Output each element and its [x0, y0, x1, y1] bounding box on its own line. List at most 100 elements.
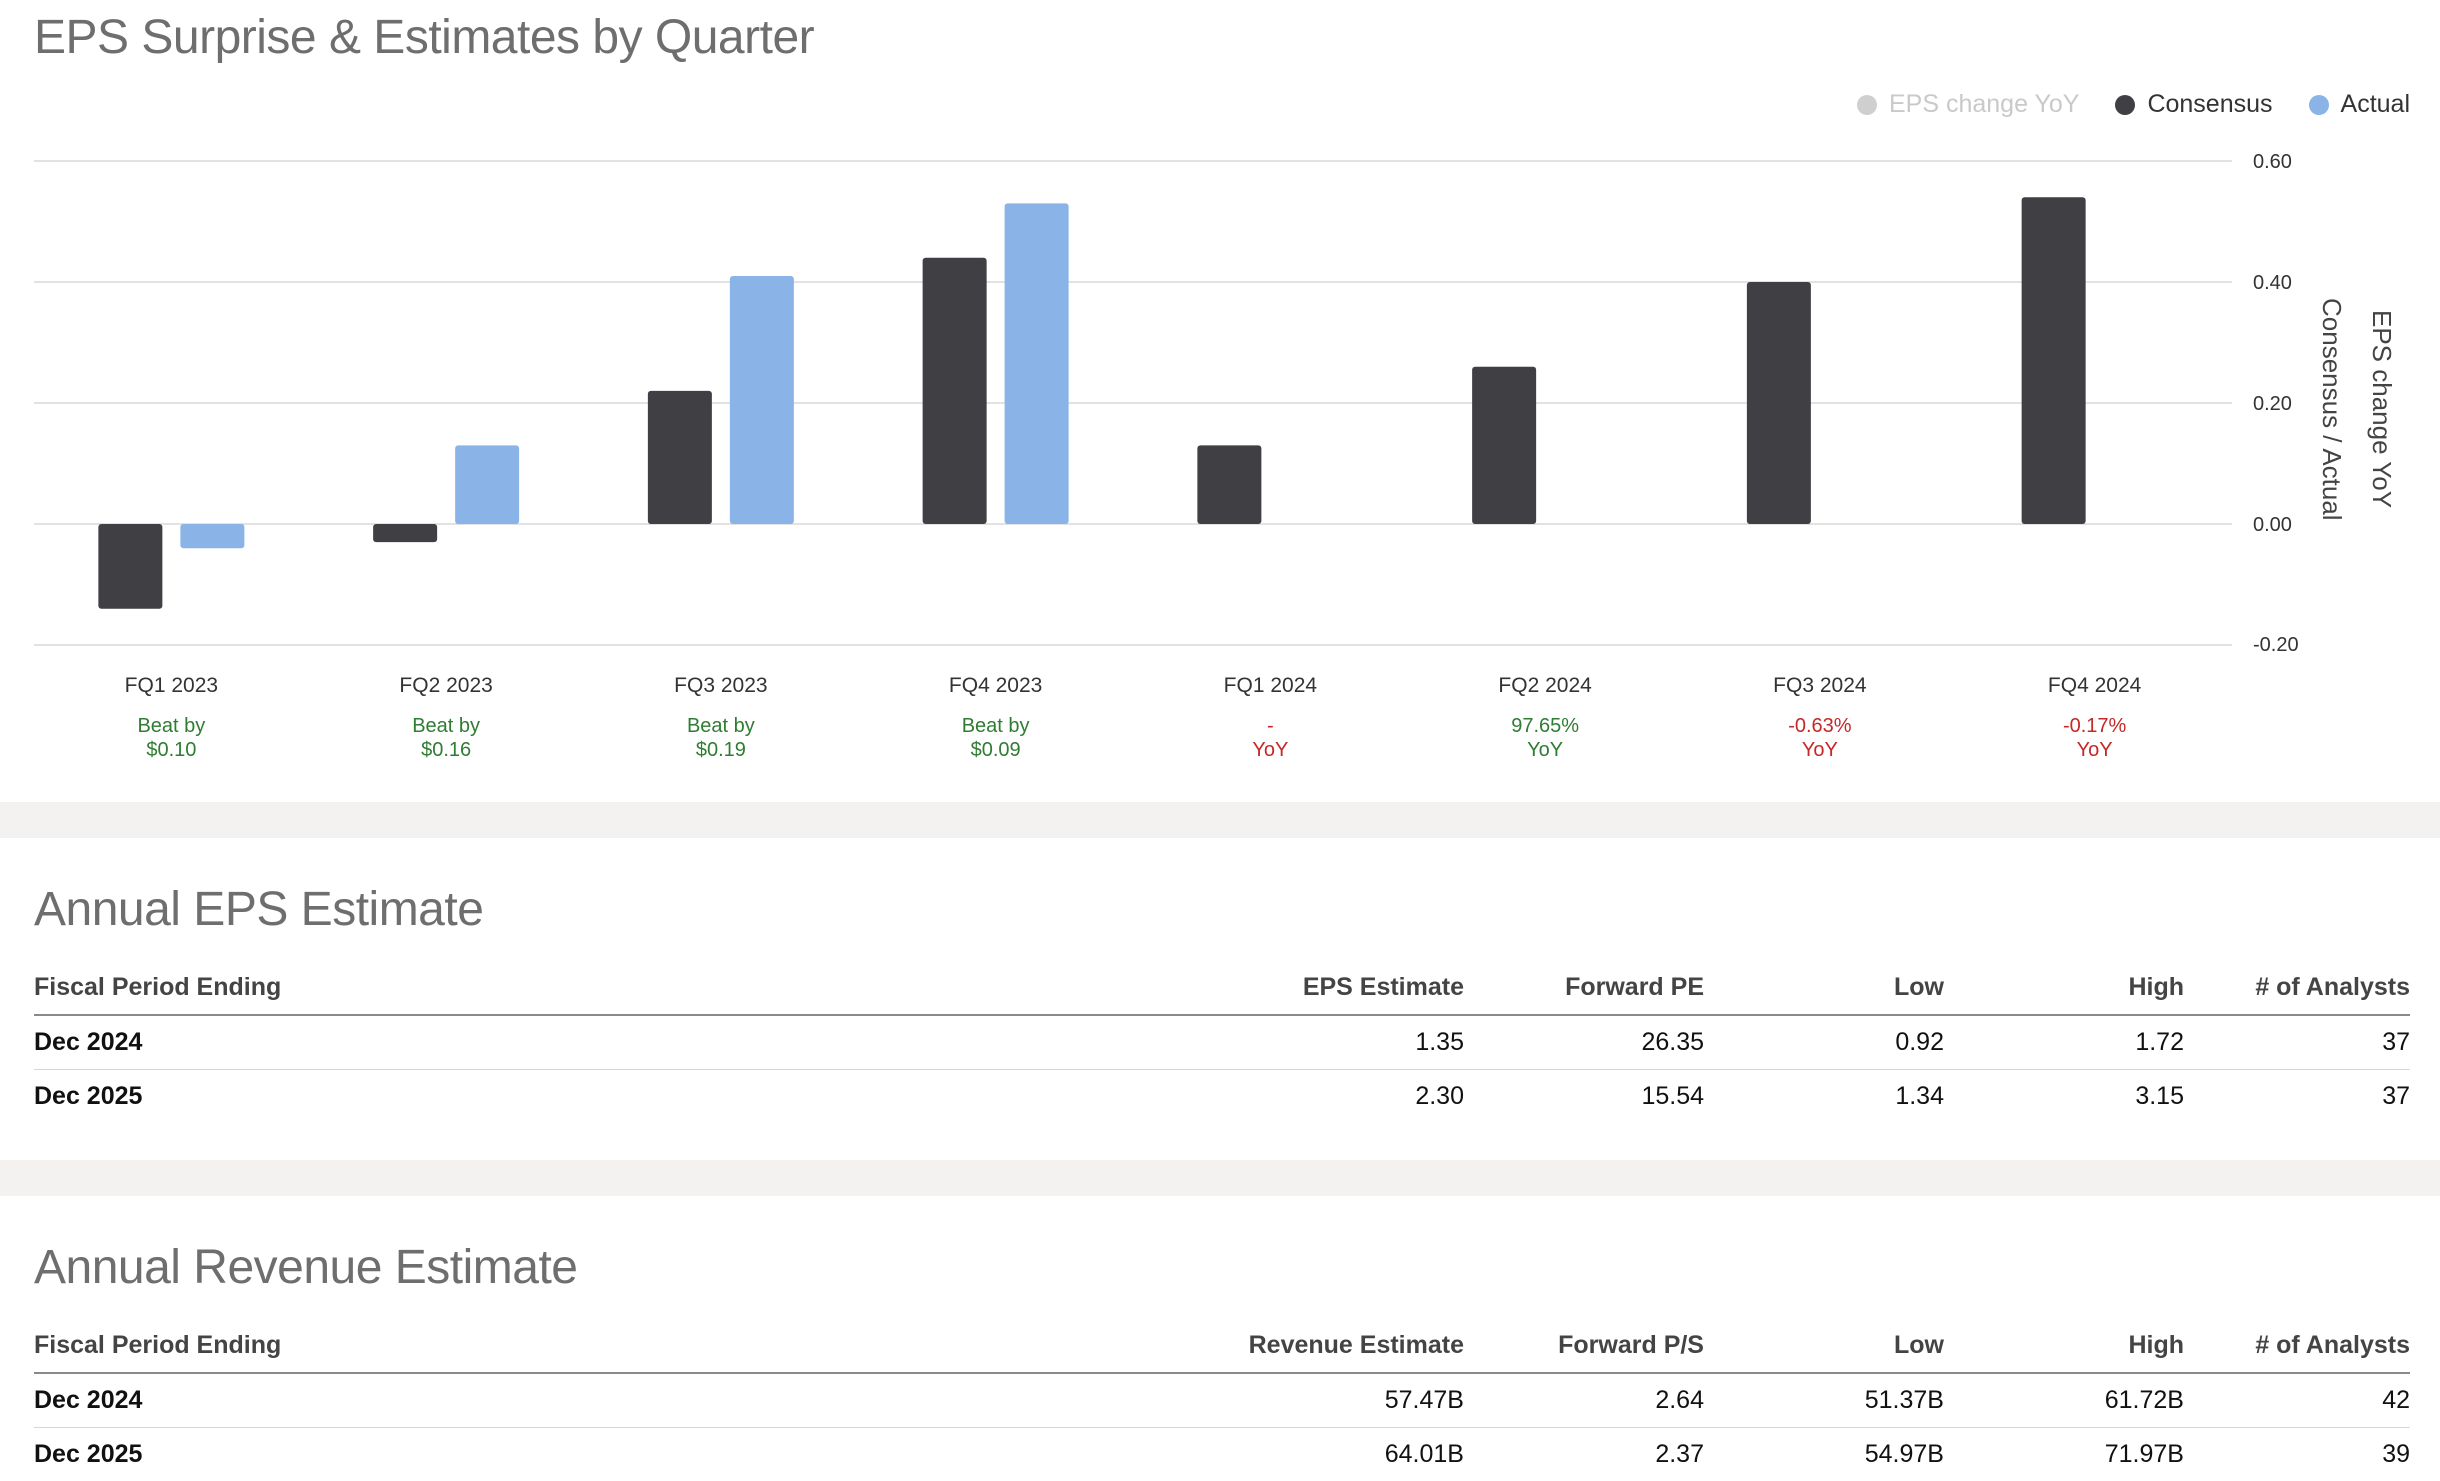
table-cell: 2.37 — [1464, 1428, 1704, 1481]
table-cell: 37 — [2184, 1070, 2410, 1124]
actual-bar-fq2-2023[interactable] — [455, 445, 519, 524]
column-header[interactable]: High — [1944, 1330, 2184, 1373]
note-line: -0.17% — [1985, 714, 2205, 738]
table-row: Dec 2025 2.30 15.54 1.34 3.15 37 — [34, 1070, 2410, 1124]
column-header[interactable]: Revenue Estimate — [984, 1330, 1464, 1373]
left-axis-title: Consensus / Actual — [2316, 298, 2347, 521]
table-row: Dec 2025 64.01B 2.37 54.97B 71.97B 39 — [34, 1428, 2410, 1481]
note-line: - — [1160, 714, 1380, 738]
consensus-bar-fq3-2024[interactable] — [1747, 282, 1811, 524]
table-cell-period: Dec 2025 — [34, 1428, 984, 1481]
table-cell-period: Dec 2025 — [34, 1070, 984, 1124]
table-cell: 61.72B — [1944, 1373, 2184, 1428]
section-divider — [0, 802, 2440, 838]
annual-eps-section: Annual EPS Estimate Fiscal Period Ending… — [0, 838, 2440, 1160]
table-cell: 15.54 — [1464, 1070, 1704, 1124]
note-line: $0.16 — [336, 738, 556, 762]
annual-revenue-section: Annual Revenue Estimate Fiscal Period En… — [0, 1196, 2440, 1478]
column-header[interactable]: EPS Estimate — [984, 972, 1464, 1015]
column-header[interactable]: Fiscal Period Ending — [34, 1330, 984, 1373]
note-line: YoY — [1435, 738, 1655, 762]
table-cell: 42 — [2184, 1373, 2410, 1428]
column-header[interactable]: # of Analysts — [2184, 1330, 2410, 1373]
table-cell: 1.34 — [1704, 1070, 1944, 1124]
note-line: Beat by — [336, 714, 556, 738]
table-header-row: Fiscal Period Ending Revenue Estimate Fo… — [34, 1330, 2410, 1373]
quarter-surprise-note: Beat by$0.16 — [336, 714, 556, 762]
revenue-estimate-table: Fiscal Period Ending Revenue Estimate Fo… — [34, 1330, 2410, 1481]
table-header-row: Fiscal Period Ending EPS Estimate Forwar… — [34, 972, 2410, 1015]
section-divider — [0, 1160, 2440, 1196]
table-cell: 1.35 — [984, 1015, 1464, 1070]
table-cell: 37 — [2184, 1015, 2410, 1070]
table-row: Dec 2024 57.47B 2.64 51.37B 61.72B 42 — [34, 1373, 2410, 1428]
y-tick-label: 0.60 — [2253, 151, 2292, 174]
quarter-label: FQ1 2023 — [61, 674, 281, 698]
consensus-bar-fq1-2024[interactable] — [1197, 445, 1261, 524]
table-cell: 57.47B — [984, 1373, 1464, 1428]
quarter-surprise-note: -0.63%YoY — [1710, 714, 1930, 762]
table-cell: 3.15 — [1944, 1070, 2184, 1124]
note-line: $0.09 — [886, 738, 1106, 762]
quarter-label: FQ4 2023 — [886, 674, 1106, 698]
quarter-surprise-note: -YoY — [1160, 714, 1380, 762]
y-tick-label: 0.20 — [2253, 393, 2292, 416]
column-header[interactable]: # of Analysts — [2184, 972, 2410, 1015]
column-header[interactable]: Fiscal Period Ending — [34, 972, 984, 1015]
table-cell: 2.30 — [984, 1070, 1464, 1124]
note-line: -0.63% — [1710, 714, 1930, 738]
quarter-surprise-note: Beat by$0.10 — [61, 714, 281, 762]
note-line: Beat by — [61, 714, 281, 738]
quarter-label: FQ1 2024 — [1160, 674, 1380, 698]
actual-bar-fq4-2023[interactable] — [1005, 203, 1069, 524]
y-tick-label: -0.20 — [2253, 634, 2299, 657]
quarter-label: FQ3 2023 — [611, 674, 831, 698]
note-line: $0.19 — [611, 738, 831, 762]
y-tick-label: 0.00 — [2253, 514, 2292, 537]
consensus-bar-fq4-2024[interactable] — [2022, 197, 2086, 524]
table-cell: 0.92 — [1704, 1015, 1944, 1070]
actual-bar-fq3-2023[interactable] — [730, 276, 794, 524]
note-line: $0.10 — [61, 738, 281, 762]
table-cell: 64.01B — [984, 1428, 1464, 1481]
y-tick-label: 0.40 — [2253, 272, 2292, 295]
column-header[interactable]: Low — [1704, 1330, 1944, 1373]
quarter-surprise-note: 97.65%YoY — [1435, 714, 1655, 762]
consensus-bar-fq3-2023[interactable] — [648, 391, 712, 524]
note-line: YoY — [1160, 738, 1380, 762]
note-line: Beat by — [611, 714, 831, 738]
table-cell-period: Dec 2024 — [34, 1373, 984, 1428]
revenue-table-title: Annual Revenue Estimate — [34, 1240, 578, 1295]
consensus-bar-fq2-2024[interactable] — [1472, 367, 1536, 524]
eps-estimate-table: Fiscal Period Ending EPS Estimate Forwar… — [34, 972, 2410, 1123]
column-header[interactable]: Forward PE — [1464, 972, 1704, 1015]
consensus-bar-fq2-2023[interactable] — [373, 524, 437, 542]
quarter-surprise-note: Beat by$0.09 — [886, 714, 1106, 762]
table-cell: 1.72 — [1944, 1015, 2184, 1070]
eps-table-title: Annual EPS Estimate — [34, 882, 483, 937]
note-line: YoY — [1985, 738, 2205, 762]
table-cell: 54.97B — [1704, 1428, 1944, 1481]
table-cell: 39 — [2184, 1428, 2410, 1481]
right-axis-title: EPS change YoY — [2366, 310, 2397, 508]
column-header[interactable]: Low — [1704, 972, 1944, 1015]
quarter-label: FQ3 2024 — [1710, 674, 1930, 698]
column-header[interactable]: High — [1944, 972, 2184, 1015]
quarter-label: FQ2 2023 — [336, 674, 556, 698]
note-line: 97.65% — [1435, 714, 1655, 738]
table-cell: 2.64 — [1464, 1373, 1704, 1428]
column-header[interactable]: Forward P/S — [1464, 1330, 1704, 1373]
table-cell-period: Dec 2024 — [34, 1015, 984, 1070]
eps-surprise-section: EPS Surprise & Estimates by Quarter EPS … — [0, 0, 2440, 802]
quarter-label: FQ4 2024 — [1985, 674, 2205, 698]
table-row: Dec 2024 1.35 26.35 0.92 1.72 37 — [34, 1015, 2410, 1070]
table-cell: 51.37B — [1704, 1373, 1944, 1428]
note-line: YoY — [1710, 738, 1930, 762]
table-cell: 26.35 — [1464, 1015, 1704, 1070]
table-cell: 71.97B — [1944, 1428, 2184, 1481]
consensus-bar-fq4-2023[interactable] — [923, 258, 987, 524]
actual-bar-fq1-2023[interactable] — [180, 524, 244, 548]
consensus-bar-fq1-2023[interactable] — [98, 524, 162, 609]
note-line: Beat by — [886, 714, 1106, 738]
quarter-surprise-note: Beat by$0.19 — [611, 714, 831, 762]
